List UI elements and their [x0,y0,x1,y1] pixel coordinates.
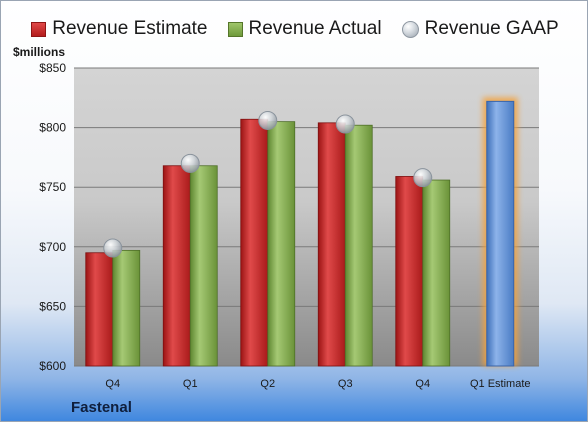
bar-actual [189,165,218,367]
legend: Revenue Estimate Revenue Actual Revenue … [1,15,588,43]
x-tick-label: Q4 [415,378,430,390]
legend-item-actual: Revenue Actual [227,18,382,40]
y-tick-label: $750 [39,180,66,194]
company-name: Fastenal [71,399,132,416]
gaap-markers [103,110,433,258]
legend-swatch-actual [227,21,243,37]
legend-item-estimate: Revenue Estimate [31,18,208,40]
bar-estimate [240,118,269,367]
x-tick-label: Q1 [183,378,198,390]
bar-estimate [162,165,191,367]
y-tick-label: $800 [39,121,66,135]
x-tick-label: Q2 [260,378,275,390]
y-axis-ticks: $600 $650 $700 $750 $800 $850 [39,61,66,373]
plot-area [74,68,539,366]
x-axis-ticks: Q4 Q1 Q2 Q3 Q4 Q1 Estimate [105,378,530,390]
bar-forecast-estimate [486,100,515,367]
bar-actual [422,179,451,367]
bar-actual [112,249,141,367]
unit-label: $millions [13,45,66,59]
legend-item-gaap: Revenue GAAP [401,18,559,40]
bar-actual [344,124,373,367]
bar-estimate [395,176,424,367]
gaap-marker [103,238,123,258]
y-tick-label: $650 [39,299,66,313]
legend-swatch-estimate [31,21,47,37]
y-tick-label: $850 [39,61,66,75]
gaap-marker [413,168,433,188]
x-tick-label: Q4 [105,378,120,390]
y-tick-label: $700 [39,240,66,254]
legend-label-actual: Revenue Actual [248,18,382,39]
gaap-marker [335,114,355,134]
gaap-marker [180,153,200,173]
bars [85,97,518,367]
gaap-marker [258,110,278,130]
bar-actual [267,121,296,367]
y-tick-label: $600 [39,359,66,373]
bar-estimate [317,122,346,367]
legend-label-estimate: Revenue Estimate [52,18,208,39]
x-tick-label: Q1 Estimate [470,378,531,390]
grid-lines [74,67,539,367]
bar-estimate [85,252,114,367]
legend-label-gaap: Revenue GAAP [424,18,559,39]
legend-marker-gaap [401,20,419,38]
x-tick-label: Q3 [338,378,353,390]
